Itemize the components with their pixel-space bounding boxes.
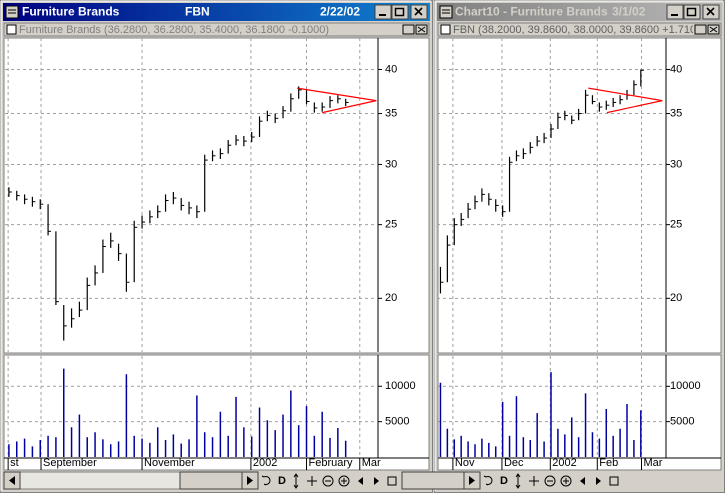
y-tick-label: 35 [670, 107, 682, 119]
x-tick-label: Mar [644, 457, 663, 469]
y-tick-label: 5000 [670, 416, 694, 428]
glyph [417, 26, 426, 33]
legend-restore[interactable] [402, 24, 415, 35]
prev-button[interactable] [358, 477, 363, 485]
glyph [379, 14, 386, 16]
zoom-in-button[interactable] [560, 475, 572, 487]
window-icon [5, 5, 19, 19]
scroll-thumb[interactable] [179, 471, 243, 490]
trendline [606, 100, 663, 114]
x-tick-label: November [144, 457, 195, 469]
glyph [414, 7, 423, 16]
legend-bar [437, 22, 722, 37]
pan-button[interactable] [529, 476, 539, 486]
glyph [706, 7, 715, 16]
glyph [247, 476, 253, 485]
x-tick-label: Dec [504, 457, 524, 469]
list-button[interactable] [387, 476, 397, 486]
y-tick-label: 10000 [670, 380, 701, 392]
refresh-button[interactable] [261, 475, 271, 486]
window-title: Furniture Brands [22, 5, 120, 19]
scale-button[interactable] [515, 473, 521, 489]
x-tick-label: st [10, 457, 19, 469]
title-bar [3, 3, 430, 21]
window-icon [439, 5, 453, 19]
window-date: 3/1/02 [612, 5, 646, 19]
x-tick-label: Feb [599, 457, 618, 469]
y-tick-label: 40 [385, 63, 397, 75]
next-button[interactable] [596, 477, 601, 485]
y-tick-label: 30 [385, 158, 397, 170]
minimize-button[interactable] [374, 4, 392, 20]
legend-text: Furniture Brands (36.2800, 36.2800, 35.4… [19, 24, 329, 36]
x-tick-label: February [309, 457, 354, 469]
y-tick-label: 35 [385, 107, 397, 119]
refresh-button[interactable] [483, 475, 493, 486]
y-tick-label: 25 [670, 219, 682, 231]
glyph [341, 478, 347, 484]
prev-button[interactable] [580, 477, 585, 485]
legend-icon [6, 24, 17, 35]
y-tick-label: 10000 [385, 380, 416, 392]
legend-text: FBN (38.2000, 39.8600, 38.0000, 39.8600 … [453, 24, 706, 36]
legend-icon [440, 24, 451, 35]
y-tick-label: 40 [670, 63, 682, 75]
maximize-button[interactable] [391, 4, 409, 20]
volume-panel [3, 354, 430, 471]
window-date: 2/22/02 [320, 5, 360, 19]
glyph [671, 14, 678, 16]
y-tick-label: 5000 [385, 416, 409, 428]
glyph [394, 7, 405, 17]
legend-bar [3, 22, 430, 37]
price-panel [3, 37, 430, 354]
glyph [469, 476, 475, 485]
y-tick-label: 20 [385, 292, 397, 304]
x-tick-label: Mar [362, 457, 381, 469]
zoom-in-button[interactable] [338, 475, 350, 487]
x-tick-label: 2002 [253, 457, 277, 469]
window-symbol: FBN [185, 5, 210, 19]
trendline [297, 87, 377, 102]
trendline [588, 87, 663, 102]
y-tick-label: 25 [385, 219, 397, 231]
title-bar [437, 3, 722, 21]
zoom-out-button[interactable] [322, 475, 334, 487]
minimize-button[interactable] [666, 4, 684, 20]
toolbar-label[interactable]: D [500, 475, 508, 487]
zoom-out-button[interactable] [544, 475, 556, 487]
legend-restore[interactable] [694, 24, 707, 35]
x-tick-label: 2002 [552, 457, 576, 469]
scroll-thumb[interactable] [401, 471, 465, 490]
window-title: Chart10 - Furniture Brands [455, 5, 608, 19]
pan-button[interactable] [307, 476, 317, 486]
toolbar-label[interactable]: D [278, 475, 286, 487]
list-button[interactable] [609, 476, 619, 486]
glyph [709, 26, 718, 33]
price-panel [437, 37, 722, 354]
glyph [563, 478, 569, 484]
y-tick-label: 30 [670, 158, 682, 170]
glyph [9, 476, 15, 485]
x-tick-label: September [43, 457, 97, 469]
x-tick-label: Nov [455, 457, 475, 469]
scale-button[interactable] [293, 473, 299, 489]
y-tick-label: 20 [670, 292, 682, 304]
glyph [686, 7, 697, 17]
next-button[interactable] [374, 477, 379, 485]
maximize-button[interactable] [683, 4, 701, 20]
volume-panel [437, 354, 722, 471]
trendline [322, 100, 377, 114]
